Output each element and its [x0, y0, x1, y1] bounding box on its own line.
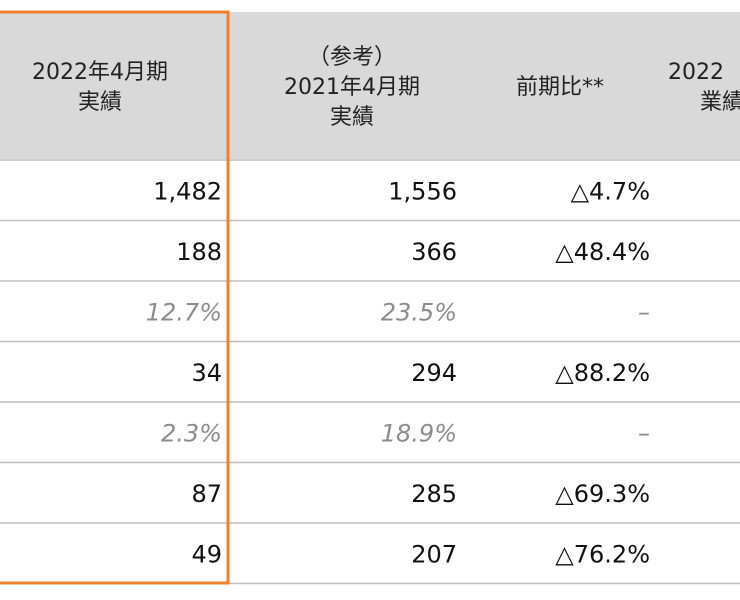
cell-text: △76.2%: [555, 540, 650, 568]
highlight-box: [0, 10, 230, 585]
header-text: 2021年4月期: [284, 75, 420, 100]
header-text: 2022年4月期: [32, 60, 168, 85]
cell-text: 87: [191, 480, 222, 508]
header-text: 実績: [330, 105, 374, 130]
cell-text: 188: [176, 238, 222, 266]
cell-text: 285: [411, 480, 457, 508]
header-text: 実績: [78, 90, 122, 115]
cell-text: 49: [191, 540, 222, 568]
cell-text: △4.7%: [571, 177, 650, 205]
cell-text: –: [638, 419, 650, 447]
header-text: 業績: [700, 90, 740, 115]
header-band: [0, 12, 740, 159]
cell-text: 23.5%: [381, 298, 457, 326]
cell-text: 18.9%: [381, 419, 457, 447]
cell-text: 2.3%: [161, 419, 222, 447]
cell-text: 207: [411, 540, 457, 568]
cell-text: 1,556: [388, 177, 457, 205]
header-text: （参考）: [308, 45, 396, 70]
cell-text: △88.2%: [555, 359, 650, 387]
cell-text: △48.4%: [555, 238, 650, 266]
cell-text: 294: [411, 359, 457, 387]
header-text: 前期比**: [516, 75, 604, 100]
cell-text: 1,482: [153, 177, 222, 205]
cell-text: 34: [191, 359, 222, 387]
cell-text: 366: [411, 238, 457, 266]
header-text: 2022: [668, 60, 724, 85]
cell-text: △69.3%: [555, 480, 650, 508]
cell-text: –: [638, 298, 650, 326]
cell-text: 12.7%: [146, 298, 222, 326]
